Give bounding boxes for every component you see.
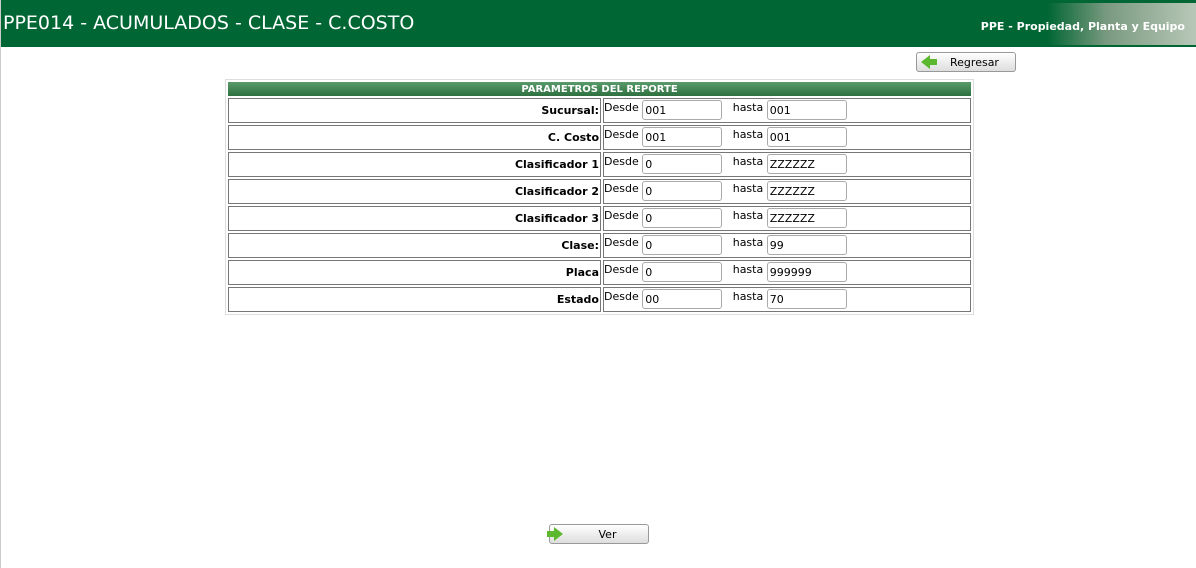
module-name: PPE - Propiedad, Planta y Equipo [980,20,1185,33]
to-label: hasta [732,209,764,222]
from-input[interactable]: 0 [642,235,723,255]
from-input[interactable]: 0 [642,208,723,228]
to-input[interactable]: ZZZZZZ [766,154,847,174]
to-label: hasta [732,182,764,195]
parameter-label: Clasificador 2 [228,179,601,204]
to-input[interactable]: 70 [766,289,847,309]
arrow-left-icon [921,55,937,69]
from-input[interactable]: 001 [642,100,723,120]
parameter-row: Placa Desde 0 hasta 999999 [228,260,971,285]
view-button[interactable]: Ver [549,524,649,544]
from-input[interactable]: 00 [642,289,723,309]
from-input[interactable]: 0 [642,154,723,174]
from-input[interactable]: 0 [642,262,723,282]
to-input[interactable]: 999999 [766,262,847,282]
to-input[interactable]: 99 [766,235,847,255]
from-label: Desde [604,263,639,276]
arrow-right-icon [554,527,563,541]
to-label: hasta [732,263,764,276]
parameter-row: Estado Desde 00 hasta 70 [228,287,971,312]
parameter-row: Clasificador 3 Desde 0 hasta ZZZZZZ [228,206,971,231]
to-label: hasta [732,101,764,114]
parameter-label: Clasificador 3 [228,206,601,231]
parameter-label: Clasificador 1 [228,152,601,177]
header-banner-image [1047,3,1196,45]
to-label: hasta [732,128,764,141]
from-label: Desde [604,236,639,249]
parameter-label: Placa [228,260,601,285]
parameter-row: Clase: Desde 0 hasta 99 [228,233,971,258]
parameter-row: C. Costo Desde 001 hasta 001 [228,125,971,150]
to-input[interactable]: 001 [766,100,847,120]
from-label: Desde [604,101,639,114]
to-input[interactable]: ZZZZZZ [766,208,847,228]
from-label: Desde [604,155,639,168]
from-input[interactable]: 0 [642,181,723,201]
from-label: Desde [604,209,639,222]
from-label: Desde [604,290,639,303]
table-title: PARAMETROS DEL REPORTE [228,82,971,96]
page-title: PPE014 - ACUMULADOS - CLASE - C.COSTO [3,12,415,34]
parameter-label: C. Costo [228,125,601,150]
parameter-label: Sucursal: [228,98,601,123]
parameter-label: Estado [228,287,601,312]
back-button[interactable]: Regresar [916,52,1016,72]
report-parameters-table: PARAMETROS DEL REPORTE Sucursal: Desde 001… [225,79,974,315]
from-label: Desde [604,182,639,195]
to-input[interactable]: ZZZZZZ [766,181,847,201]
to-input[interactable]: 001 [766,127,847,147]
to-label: hasta [732,290,764,303]
from-label: Desde [604,128,639,141]
parameter-row: Sucursal: Desde 001 hasta 001 [228,98,971,123]
parameter-row: Clasificador 2 Desde 0 hasta ZZZZZZ [228,179,971,204]
header: PPE014 - ACUMULADOS - CLASE - C.COSTO PP… [1,0,1196,47]
parameter-label: Clase: [228,233,601,258]
from-input[interactable]: 001 [642,127,723,147]
to-label: hasta [732,155,764,168]
parameter-row: Clasificador 1 Desde 0 hasta ZZZZZZ [228,152,971,177]
to-label: hasta [732,236,764,249]
